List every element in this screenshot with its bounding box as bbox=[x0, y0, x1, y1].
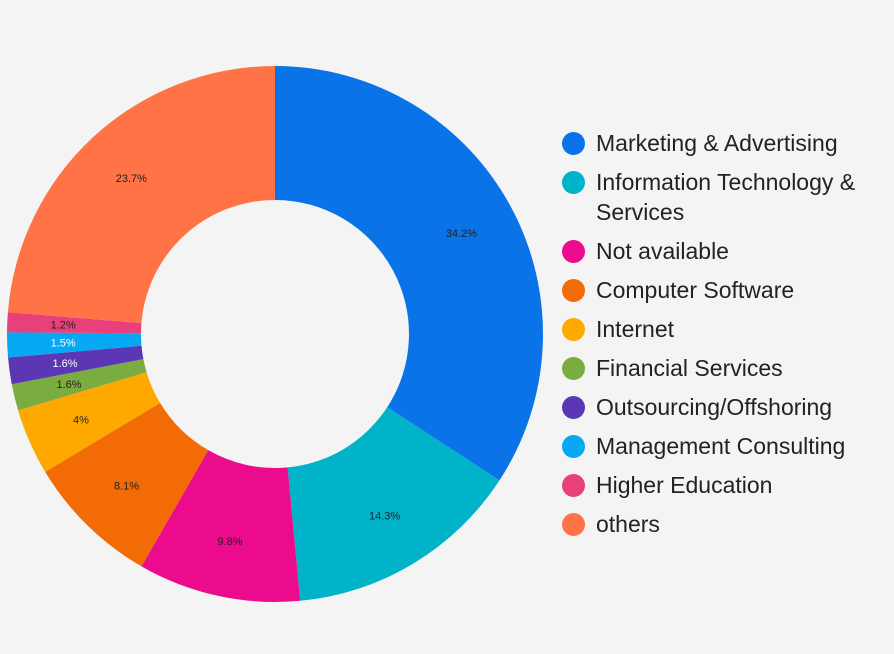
legend-label: Not available bbox=[596, 238, 729, 264]
legend-label: Financial Services bbox=[596, 355, 783, 381]
legend-swatch bbox=[562, 357, 585, 380]
donut-slice[interactable] bbox=[18, 372, 161, 472]
donut-slice[interactable] bbox=[287, 407, 500, 601]
slice-percent-label: 1.6% bbox=[52, 358, 77, 370]
donut-slice[interactable] bbox=[11, 359, 147, 411]
slice-percent-label: 9.8% bbox=[218, 536, 243, 548]
legend-swatch bbox=[562, 396, 585, 419]
legend-label: Internet bbox=[596, 316, 674, 342]
legend-label: Marketing & Advertising bbox=[596, 130, 838, 156]
slice-percent-label: 23.7% bbox=[116, 173, 147, 185]
donut-slice[interactable] bbox=[6, 332, 142, 358]
donut-slice[interactable] bbox=[8, 345, 144, 385]
legend-item[interactable]: Marketing & Advertising bbox=[562, 128, 887, 158]
slice-percent-label: 1.5% bbox=[51, 338, 76, 350]
legend-item[interactable]: Information Technology & Services bbox=[562, 167, 887, 227]
slice-percent-label: 14.3% bbox=[369, 510, 400, 522]
donut-slice[interactable] bbox=[45, 402, 209, 567]
legend-swatch bbox=[562, 513, 585, 536]
legend-label: Computer Software bbox=[596, 277, 795, 303]
legend-swatch bbox=[562, 279, 585, 302]
legend-swatch bbox=[562, 474, 585, 497]
legend-swatch bbox=[562, 171, 585, 194]
chart-legend: Marketing & Advertising Information Techn… bbox=[562, 128, 887, 548]
legend-item[interactable]: Computer Software bbox=[562, 275, 887, 305]
legend-item[interactable]: others bbox=[562, 509, 887, 539]
slice-percent-label: 34.2% bbox=[446, 228, 477, 240]
legend-item[interactable]: Not available bbox=[562, 236, 887, 266]
legend-swatch bbox=[562, 240, 585, 263]
slice-percent-label: 4% bbox=[73, 414, 89, 426]
legend-swatch bbox=[562, 435, 585, 458]
legend-item[interactable]: Financial Services bbox=[562, 353, 887, 383]
legend-item[interactable]: Internet bbox=[562, 314, 887, 344]
legend-item[interactable]: Outsourcing/Offshoring bbox=[562, 392, 887, 422]
legend-item[interactable]: Higher Education bbox=[562, 470, 887, 500]
slice-percent-label: 1.6% bbox=[56, 379, 81, 391]
legend-label: others bbox=[596, 511, 660, 537]
legend-label: Outsourcing/Offshoring bbox=[596, 394, 833, 420]
donut-slice[interactable] bbox=[275, 66, 543, 481]
legend-label: Information Technology & Services bbox=[596, 169, 856, 225]
donut-slice[interactable] bbox=[141, 450, 301, 602]
donut-slice[interactable] bbox=[7, 66, 276, 324]
legend-item[interactable]: Management Consulting bbox=[562, 431, 887, 461]
legend-swatch bbox=[562, 318, 585, 341]
slice-percent-label: 1.2% bbox=[51, 320, 76, 332]
legend-label: Management Consulting bbox=[596, 433, 846, 459]
legend-swatch bbox=[562, 132, 585, 155]
donut-slice[interactable] bbox=[7, 312, 142, 334]
legend-label: Higher Education bbox=[596, 472, 773, 498]
slice-percent-label: 8.1% bbox=[114, 480, 139, 492]
